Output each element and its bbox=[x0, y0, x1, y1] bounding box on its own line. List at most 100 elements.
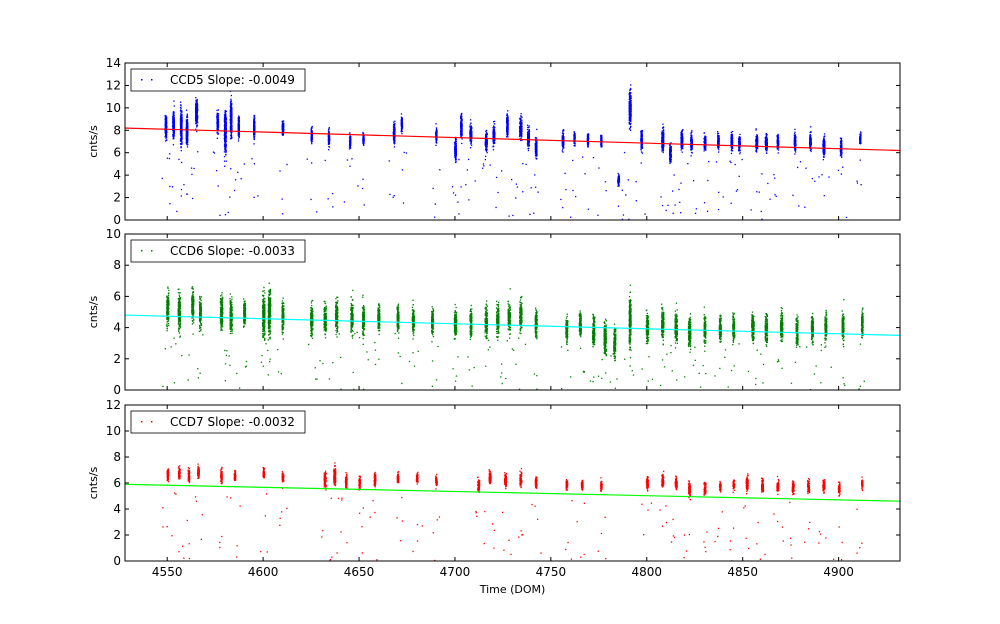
data-point bbox=[506, 121, 508, 124]
data-point bbox=[223, 145, 226, 148]
data-point bbox=[486, 148, 488, 150]
data-point bbox=[172, 111, 175, 113]
data-point bbox=[470, 133, 473, 135]
data-point bbox=[331, 192, 334, 195]
data-point bbox=[460, 124, 462, 127]
data-point bbox=[217, 132, 219, 134]
data-point bbox=[454, 156, 456, 158]
data-point bbox=[310, 129, 312, 131]
data-point bbox=[165, 133, 167, 135]
data-point bbox=[618, 175, 620, 178]
data-point bbox=[181, 132, 183, 134]
data-point bbox=[601, 140, 603, 142]
data-point bbox=[402, 202, 405, 204]
data-point bbox=[474, 180, 476, 182]
data-point bbox=[492, 140, 494, 142]
data-point bbox=[455, 156, 457, 158]
data-point bbox=[587, 134, 589, 136]
data-point bbox=[526, 142, 529, 144]
data-point bbox=[470, 135, 472, 137]
data-point bbox=[172, 115, 174, 118]
data-point bbox=[217, 115, 219, 118]
data-point bbox=[234, 179, 237, 181]
data-point bbox=[217, 124, 219, 126]
data-point bbox=[195, 117, 197, 119]
data-point bbox=[165, 117, 168, 119]
data-point bbox=[527, 149, 530, 152]
data-point bbox=[535, 186, 537, 188]
data-point bbox=[521, 119, 523, 121]
data-point bbox=[562, 131, 564, 133]
data-point bbox=[224, 136, 226, 138]
data-point bbox=[180, 105, 182, 107]
data-point bbox=[181, 124, 183, 126]
data-point bbox=[225, 132, 227, 134]
data-point bbox=[230, 132, 233, 134]
data-point bbox=[461, 112, 463, 115]
data-point bbox=[230, 121, 233, 123]
data-point bbox=[186, 123, 188, 125]
data-point bbox=[520, 139, 522, 142]
data-point bbox=[586, 137, 589, 139]
data-point bbox=[455, 140, 457, 142]
data-point bbox=[400, 113, 403, 115]
data-point bbox=[311, 143, 313, 145]
data-point bbox=[401, 124, 404, 126]
data-point bbox=[600, 144, 602, 146]
data-point bbox=[506, 119, 508, 121]
data-point bbox=[439, 169, 441, 171]
data-point bbox=[348, 146, 351, 148]
data-point bbox=[196, 126, 198, 128]
data-point bbox=[435, 138, 437, 140]
data-point bbox=[223, 134, 226, 136]
data-point bbox=[311, 129, 313, 132]
data-point bbox=[361, 187, 364, 190]
data-point bbox=[238, 132, 240, 134]
data-point bbox=[393, 136, 395, 138]
data-point bbox=[507, 117, 509, 119]
data-point bbox=[507, 119, 509, 121]
data-point bbox=[230, 120, 232, 122]
data-point bbox=[243, 163, 245, 165]
data-point bbox=[492, 142, 495, 144]
data-point bbox=[191, 197, 194, 200]
data-point bbox=[253, 119, 255, 122]
data-point bbox=[212, 151, 215, 153]
data-point bbox=[180, 127, 182, 129]
data-point bbox=[455, 154, 457, 157]
data-point bbox=[460, 135, 462, 137]
data-point bbox=[507, 133, 509, 136]
data-point bbox=[195, 119, 197, 122]
data-point bbox=[528, 132, 530, 134]
data-point bbox=[497, 191, 499, 194]
data-point bbox=[185, 130, 188, 132]
data-point bbox=[527, 148, 529, 150]
data-point bbox=[465, 184, 467, 186]
data-point bbox=[165, 139, 168, 141]
data-point bbox=[186, 121, 188, 123]
data-point bbox=[522, 191, 524, 193]
data-point bbox=[186, 139, 188, 141]
data-point bbox=[520, 136, 522, 138]
data-point bbox=[186, 116, 189, 118]
data-point bbox=[536, 142, 538, 144]
data-point bbox=[527, 131, 529, 133]
data-point bbox=[526, 124, 529, 126]
data-point bbox=[282, 121, 284, 123]
data-point bbox=[169, 203, 171, 205]
data-point bbox=[217, 120, 219, 122]
data-point bbox=[561, 144, 564, 146]
data-point bbox=[186, 133, 188, 136]
data-point bbox=[179, 140, 182, 142]
data-point bbox=[186, 143, 188, 145]
data-point bbox=[458, 158, 460, 161]
data-point bbox=[196, 107, 198, 110]
data-point bbox=[196, 110, 198, 112]
data-point bbox=[461, 138, 463, 140]
data-point bbox=[181, 140, 183, 142]
data-point bbox=[561, 150, 563, 152]
data-point bbox=[493, 135, 496, 137]
data-point bbox=[310, 127, 313, 129]
data-point bbox=[231, 113, 233, 115]
data-point bbox=[454, 142, 456, 144]
